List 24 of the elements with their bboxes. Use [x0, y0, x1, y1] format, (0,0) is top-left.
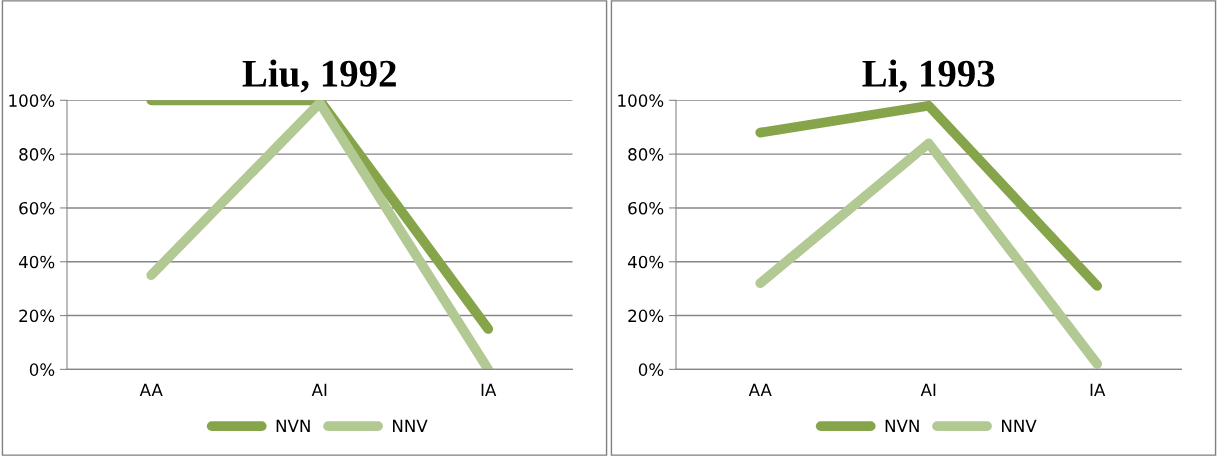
x-tick-label: AI — [311, 383, 327, 396]
y-tick-label: 20% — [19, 309, 55, 323]
x-tick-label: IA — [481, 383, 497, 396]
y-tick-label: 20% — [628, 309, 664, 323]
y-tick-label: 40% — [18, 255, 55, 269]
y-tick-label: 100% — [9, 94, 55, 107]
legend-label: NVN — [885, 419, 919, 432]
y-tick-label: 40% — [627, 255, 664, 269]
chart-title: Li, 1993 — [862, 59, 995, 93]
chart-title: Liu, 1992 — [242, 59, 396, 93]
y-tick-label: 0% — [638, 363, 664, 376]
x-tick-label: AI — [920, 383, 936, 396]
x-tick-label: AA — [139, 383, 163, 396]
y-tick-label: 60% — [19, 201, 55, 215]
x-tick-label: IA — [1090, 383, 1106, 396]
y-tick-label: 0% — [29, 363, 55, 376]
legend-label: NNV — [1002, 419, 1037, 432]
y-tick-label: 80% — [628, 148, 664, 161]
y-tick-label: 100% — [618, 94, 664, 107]
legend-label: NNV — [393, 419, 428, 432]
y-tick-label: 80% — [19, 148, 55, 161]
legend-label: NVN — [276, 419, 310, 432]
y-tick-label: 60% — [628, 201, 664, 215]
x-tick-label: AA — [748, 383, 772, 396]
